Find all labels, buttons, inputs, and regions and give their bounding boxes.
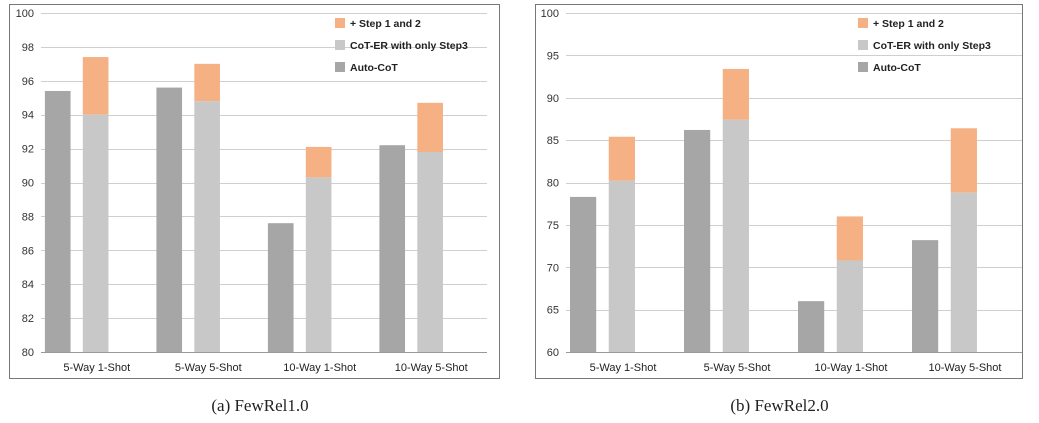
y-tick-label: 94: [22, 110, 34, 122]
bar-cot-er-step3: [417, 151, 443, 352]
bar-auto-cot: [683, 129, 711, 352]
legend-swatch: [335, 40, 345, 50]
chart-b: 60 65 70 75 80 85 90 95 100 5-Way 1-Shot 5-Way 5-S…: [535, 4, 1023, 379]
y-tick-label: 60: [547, 347, 559, 359]
legend-label: Auto-CoT: [350, 62, 398, 74]
y-tick-label: 88: [22, 211, 34, 223]
y-tick-label: 90: [22, 178, 34, 190]
legend-swatch: [858, 62, 868, 72]
y-tick-label: 98: [22, 42, 34, 54]
bar-step-1-and-2: [608, 136, 635, 181]
bar-auto-cot: [267, 223, 294, 352]
bar-cot-er-step3: [82, 114, 109, 352]
bar-step-1-and-2: [950, 128, 977, 193]
legend-swatch: [858, 40, 868, 50]
bar-auto-cot: [569, 196, 597, 352]
x-tick-label: 10-Way 5-Shot: [929, 362, 1002, 374]
bar-auto-cot: [44, 90, 71, 352]
bar-cot-er-step3: [722, 119, 749, 352]
legend-label: + Step 1 and 2: [873, 18, 944, 30]
bar-step-1-and-2: [836, 216, 863, 261]
bar-auto-cot: [797, 301, 825, 352]
bar-cot-er-step3: [950, 192, 977, 352]
bar-cot-er-step3: [836, 260, 863, 352]
y-tick-label: 80: [22, 347, 34, 359]
y-tick-label: 96: [22, 76, 34, 88]
bar-cot-er-step3: [608, 180, 635, 352]
x-tick-label: 5-Way 1-Shot: [63, 362, 130, 374]
y-tick-label: 92: [22, 144, 34, 156]
y-tick-label: 82: [22, 313, 34, 325]
x-tick-label: 10-Way 5-Shot: [395, 362, 468, 374]
y-tick-label: 95: [547, 50, 559, 62]
bar-auto-cot: [379, 145, 406, 352]
bar-auto-cot: [156, 87, 183, 352]
caption-a: (a) FewRel1.0: [211, 396, 309, 415]
y-tick-label: 84: [22, 279, 34, 291]
chart-panel-b: 60 65 70 75 80 85 90 95 100 5-Way 1-Shot 5-Way 5-S…: [520, 0, 1039, 423]
bar-step-1-and-2: [194, 63, 220, 102]
y-tick-label: 86: [22, 245, 34, 257]
bar-cot-er-step3: [194, 101, 220, 352]
x-tick-label: 5-Way 5-Shot: [704, 362, 771, 374]
legend-label: CoT-ER with only Step3: [873, 40, 991, 52]
y-tick-label: 80: [547, 178, 559, 190]
legend-swatch: [858, 18, 868, 28]
y-tick-label: 65: [547, 305, 559, 317]
y-tick-label: 70: [547, 262, 559, 274]
bar-step-1-and-2: [82, 57, 109, 115]
legend-swatch: [335, 62, 345, 72]
y-tick-label: 85: [547, 135, 559, 147]
legend-label: CoT-ER with only Step3: [350, 40, 468, 52]
chart-frame: [535, 4, 1023, 379]
bar-cot-er-step3: [305, 177, 332, 352]
y-tick-label: 100: [541, 8, 559, 20]
legend-label: Auto-CoT: [873, 62, 921, 74]
y-tick-label: 100: [16, 8, 34, 20]
y-tick-label: 90: [547, 93, 559, 105]
bar-auto-cot: [911, 240, 939, 352]
bar-step-1-and-2: [305, 146, 332, 178]
x-tick-label: 10-Way 1-Shot: [815, 362, 888, 374]
chart-panel-a: 80 82 84 86 88 90 92 94 96 98 100 5-Way 1-Shot 5-Way…: [9, 4, 500, 415]
caption-b: (b) FewRel2.0: [730, 396, 829, 415]
x-tick-label: 5-Way 5-Shot: [175, 362, 242, 374]
y-tick-label: 75: [547, 220, 559, 232]
chart-a: 80 82 84 86 88 90 92 94 96 98 100 5-Way 1-Shot 5-Way…: [9, 4, 500, 379]
x-tick-label: 10-Way 1-Shot: [283, 362, 356, 374]
legend-swatch: [335, 18, 345, 28]
x-tick-label: 5-Way 1-Shot: [590, 362, 657, 374]
bar-step-1-and-2: [417, 102, 443, 152]
legend-label: + Step 1 and 2: [350, 18, 421, 30]
bar-step-1-and-2: [722, 68, 749, 120]
